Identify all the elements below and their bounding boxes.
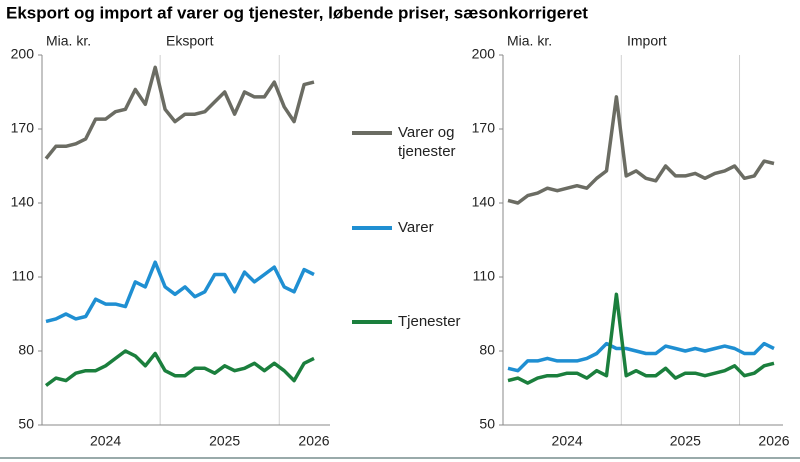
- x-tick-label: 2026: [758, 433, 789, 449]
- y-tick-label: 50: [18, 416, 34, 432]
- y-tick-label: 170: [11, 120, 35, 136]
- series-line: [44, 349, 315, 387]
- y-tick-label: 80: [479, 342, 495, 358]
- x-tick-label: 2024: [90, 433, 121, 449]
- y-tick-label: 80: [18, 342, 34, 358]
- series-line: [45, 260, 315, 324]
- y-tick-label: 170: [472, 120, 496, 136]
- series-line: [507, 95, 775, 205]
- y-tick-label: 200: [11, 46, 35, 62]
- chart-title: Eksport og import af varer og tjenester,…: [6, 3, 588, 22]
- y-tick-label: 110: [12, 268, 35, 284]
- unit-label: Mia. kr.: [46, 33, 91, 49]
- x-tick-label: 2025: [670, 433, 701, 449]
- x-tick-label: 2025: [209, 433, 240, 449]
- x-tick-label: 2026: [298, 433, 329, 449]
- x-tick-label: 2024: [552, 433, 583, 449]
- legend-label: Varer og tjenester: [398, 124, 456, 160]
- legend-label: Varer: [398, 219, 434, 236]
- legend-label: Tjenester: [398, 313, 461, 330]
- panel-subtitle: Eksport: [166, 33, 214, 49]
- panel-subtitle: Import: [627, 33, 667, 49]
- y-tick-label: 200: [472, 46, 496, 62]
- series-line: [507, 292, 775, 385]
- y-tick-label: 110: [473, 268, 496, 284]
- unit-label: Mia. kr.: [507, 33, 552, 49]
- series-line: [44, 65, 315, 160]
- y-tick-label: 140: [472, 194, 496, 210]
- y-tick-label: 50: [479, 416, 495, 432]
- series-line: [507, 341, 775, 373]
- y-tick-label: 140: [11, 194, 35, 210]
